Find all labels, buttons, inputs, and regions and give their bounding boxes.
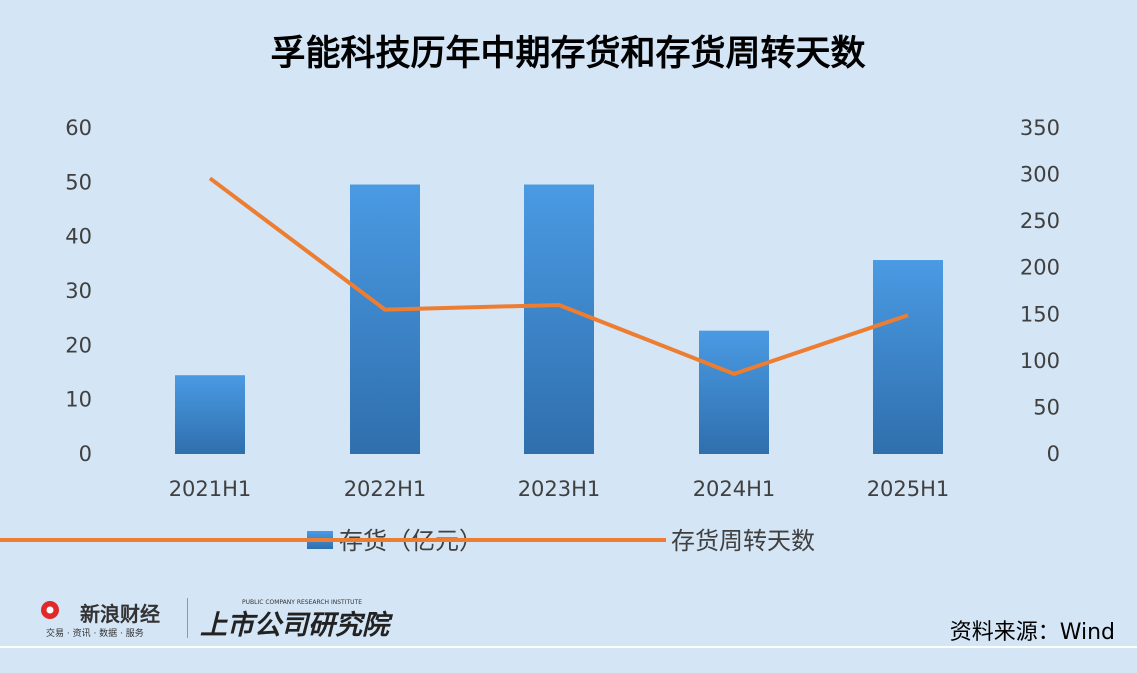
right-axis-tick: 200 bbox=[1020, 256, 1060, 280]
left-axis-tick: 60 bbox=[65, 116, 92, 140]
research-institute-logo-sub: PUBLIC COMPANY RESEARCH INSTITUTE bbox=[242, 599, 362, 606]
sina-finance-logo-text: 新浪财经 bbox=[80, 602, 160, 626]
right-axis-tick: 300 bbox=[1020, 163, 1060, 187]
x-axis: 2021H1 2022H1 2023H1 2024H1 2025H1 bbox=[169, 477, 950, 501]
x-axis-tick: 2022H1 bbox=[344, 477, 427, 501]
sina-finance-logo-sub: 交易 · 资讯 · 数据 · 服务 bbox=[46, 627, 144, 639]
legend: 存货（亿元） 存货周转天数 bbox=[0, 527, 815, 555]
right-axis-tick: 0 bbox=[1047, 442, 1060, 466]
left-axis-tick: 50 bbox=[65, 170, 92, 194]
left-axis-tick: 20 bbox=[65, 333, 92, 357]
bar-series bbox=[175, 184, 943, 455]
source-note: 资料来源：Wind bbox=[949, 620, 1115, 645]
right-axis-tick: 350 bbox=[1020, 116, 1060, 140]
bar bbox=[350, 184, 420, 455]
left-axis-tick: 10 bbox=[65, 388, 92, 412]
logo-separator bbox=[187, 598, 188, 638]
right-axis-tick: 150 bbox=[1020, 302, 1060, 326]
x-axis-tick: 2021H1 bbox=[169, 477, 252, 501]
chart-title: 孚能科技历年中期存货和存货周转天数 bbox=[270, 34, 865, 74]
x-axis-tick: 2024H1 bbox=[693, 477, 776, 501]
bar bbox=[175, 375, 245, 454]
footer-divider bbox=[0, 646, 1137, 648]
research-institute-logo: PUBLIC COMPANY RESEARCH INSTITUTE 上市公司研究… bbox=[200, 599, 394, 641]
right-axis: 0 50 100 150 200 250 300 350 bbox=[1020, 116, 1060, 466]
bar bbox=[699, 330, 769, 454]
bar bbox=[524, 184, 594, 455]
right-axis-tick: 50 bbox=[1033, 395, 1060, 419]
right-axis-tick: 250 bbox=[1020, 209, 1060, 233]
left-axis-tick: 40 bbox=[65, 225, 92, 249]
right-axis-tick: 100 bbox=[1020, 349, 1060, 373]
research-institute-logo-text: 上市公司研究院 bbox=[200, 610, 394, 641]
bar bbox=[873, 260, 943, 454]
left-axis-tick: 0 bbox=[79, 442, 92, 466]
sina-finance-logo: 新浪财经 交易 · 资讯 · 数据 · 服务 bbox=[41, 601, 160, 639]
x-axis-tick: 2025H1 bbox=[867, 477, 950, 501]
legend-line-label: 存货周转天数 bbox=[671, 527, 815, 555]
left-axis: 0 10 20 30 40 50 60 bbox=[65, 116, 92, 466]
left-axis-tick: 30 bbox=[65, 279, 92, 303]
x-axis-tick: 2023H1 bbox=[518, 477, 601, 501]
line-series bbox=[208, 176, 909, 376]
